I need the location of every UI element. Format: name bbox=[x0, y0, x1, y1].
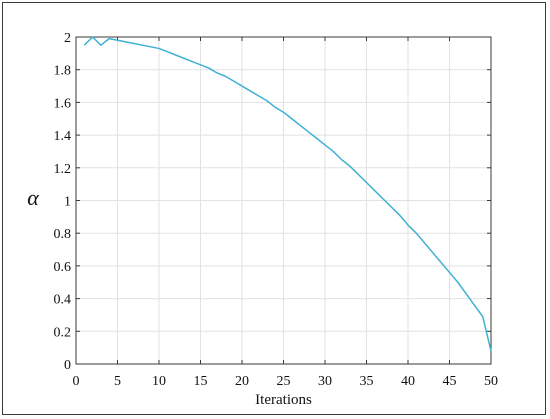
y-tick-label: 2 bbox=[64, 31, 71, 46]
grid-lines bbox=[75, 36, 492, 365]
y-tick-label: 1.2 bbox=[54, 162, 72, 177]
x-tick-label: 45 bbox=[443, 374, 457, 389]
x-tick-label: 20 bbox=[235, 374, 249, 389]
x-tick-label: 10 bbox=[152, 374, 166, 389]
x-axis-label: Iterations bbox=[255, 392, 312, 408]
y-tick-label: 0.2 bbox=[54, 325, 72, 340]
y-tick-label: 1 bbox=[64, 195, 71, 210]
x-tick-label: 25 bbox=[277, 374, 291, 389]
y-axis-label: α bbox=[27, 185, 39, 210]
x-tick-label: 0 bbox=[73, 374, 80, 389]
axis-ticks bbox=[75, 36, 492, 365]
x-tick-label: 30 bbox=[318, 374, 332, 389]
chart-frame bbox=[2, 2, 546, 415]
x-tick-label: 40 bbox=[401, 374, 415, 389]
y-tick-label: 0.4 bbox=[54, 293, 72, 308]
x-tick-label: 15 bbox=[194, 374, 208, 389]
y-tick-label: 0.8 bbox=[54, 227, 72, 242]
tick-labels: 0 5 10 15 20 25 30 35 40 45 50 0 0.2 0.4 0.6 0.8 1 1.2 1.4… bbox=[54, 31, 499, 389]
y-tick-label: 1.6 bbox=[54, 96, 72, 111]
y-tick-label: 1.4 bbox=[54, 129, 72, 144]
y-tick-label: 0.6 bbox=[54, 260, 72, 275]
y-tick-label: 1.8 bbox=[54, 64, 72, 79]
y-tick-label: 0 bbox=[64, 358, 71, 373]
series-group bbox=[83, 36, 492, 352]
x-tick-label: 35 bbox=[360, 374, 374, 389]
x-tick-label: 50 bbox=[484, 374, 498, 389]
series-line bbox=[83, 36, 492, 352]
x-tick-label: 5 bbox=[114, 374, 121, 389]
